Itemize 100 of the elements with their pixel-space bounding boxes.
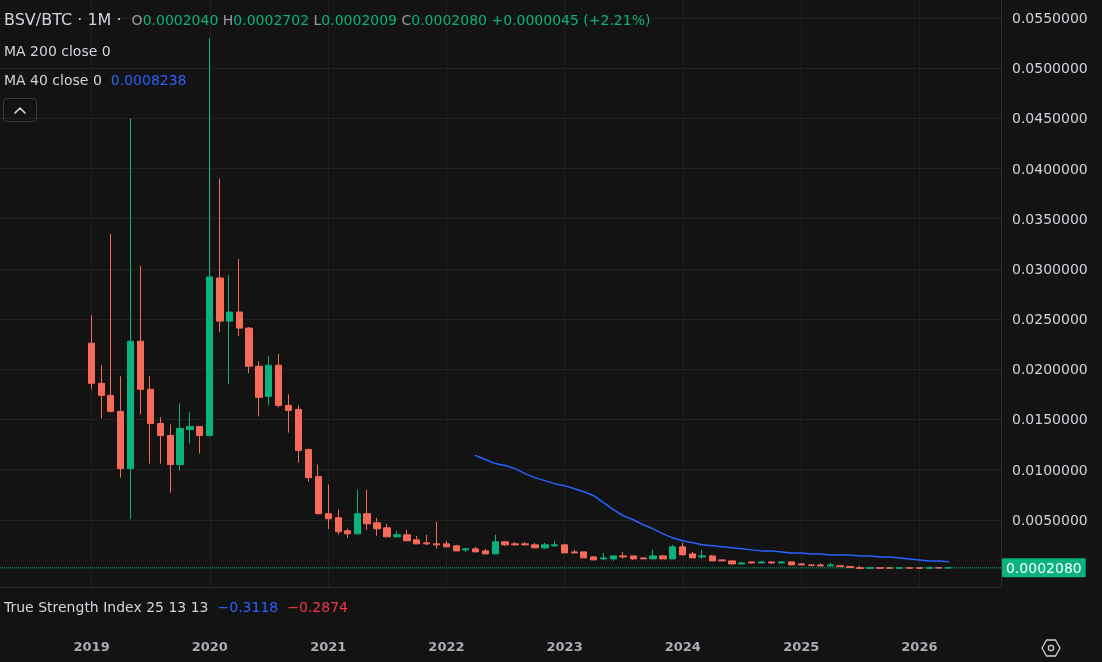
annotation: 0.0008238 <box>110 71 187 89</box>
candlestick <box>236 258 243 337</box>
candlestick <box>137 265 144 415</box>
candlestick <box>640 557 647 560</box>
candlestick <box>245 326 253 374</box>
candlestick <box>216 178 224 333</box>
candlestick <box>472 546 479 553</box>
candlestick <box>363 489 371 531</box>
candlestick <box>305 448 312 483</box>
candlestick <box>462 547 469 553</box>
candlestick <box>669 544 676 560</box>
candlestick <box>571 549 578 554</box>
candlestick <box>176 402 184 472</box>
candlestick <box>689 551 696 559</box>
text: −0.2874 <box>287 598 348 616</box>
candlestick <box>619 551 627 560</box>
annotation: MA 40 close 0 <box>4 71 102 89</box>
candlestick <box>788 561 795 566</box>
candlestick <box>482 548 489 555</box>
candlestick <box>492 534 499 555</box>
x-tick-label: 2021 <box>310 639 347 654</box>
candlestick <box>798 562 805 566</box>
candlestick <box>186 411 194 445</box>
candlestick <box>393 530 401 539</box>
candlestick <box>403 529 411 542</box>
candlestick <box>453 544 460 552</box>
candlestick <box>196 425 203 455</box>
candlestick <box>551 540 558 548</box>
candlestick <box>768 561 775 565</box>
candlestick <box>817 562 824 567</box>
x-tick-label: 2023 <box>546 639 583 654</box>
x-tick-label: 2020 <box>191 639 228 654</box>
candlestick <box>127 117 134 520</box>
candlestick <box>511 541 519 547</box>
candlestick <box>659 554 667 560</box>
candlestick <box>157 416 164 465</box>
candlestick <box>718 559 726 562</box>
candlestick <box>226 274 233 385</box>
x-tick-label: 2025 <box>783 639 820 654</box>
candlestick <box>758 560 765 564</box>
candlestick <box>728 560 736 565</box>
candlestick <box>590 555 597 561</box>
ref-line-label: 0.0002080 <box>1006 559 1082 576</box>
candlestick <box>649 549 657 560</box>
candlestick <box>413 535 420 545</box>
candlestick <box>709 554 716 562</box>
y-tick-label: 0.0050000 <box>1012 511 1088 528</box>
y-tick-label: 0.0400000 <box>1012 160 1088 177</box>
candlestick <box>315 464 322 515</box>
candlestick <box>846 565 854 568</box>
candlestick <box>295 404 302 464</box>
annotation: O0.0002040 H0.0002702 L0.0002009 C0.0002080 +0.0000045 (+2.21%) <box>131 12 651 28</box>
x-tick-label: 2026 <box>901 639 938 654</box>
candlestick <box>383 523 391 538</box>
candlestick <box>344 528 351 539</box>
y-tick-label: 0.0100000 <box>1012 461 1088 478</box>
candlestick <box>541 542 549 550</box>
text: True Strength Index 25 13 13 <box>4 598 209 616</box>
candlestick <box>335 509 342 536</box>
candlestick <box>698 549 706 560</box>
candlestick <box>325 484 332 530</box>
text: −0.3118 <box>217 598 279 616</box>
candlestick <box>610 555 617 562</box>
candlestick <box>88 314 95 390</box>
candlestick <box>531 542 539 549</box>
candlestick <box>147 375 154 465</box>
candlestick <box>285 393 292 433</box>
text: BSV/BTC · 1M · <box>4 10 122 30</box>
candlestick <box>167 423 174 494</box>
candlestick <box>275 353 282 408</box>
candlestick <box>738 561 745 565</box>
candlestick <box>778 561 785 564</box>
candlestick <box>373 517 381 537</box>
candlestick <box>580 551 587 559</box>
candlestick <box>630 555 637 561</box>
y-tick-label: 0.0150000 <box>1012 411 1088 428</box>
candlestick <box>808 564 815 567</box>
annotation: MA 200 close 0 <box>4 42 112 60</box>
candlestick <box>443 540 450 548</box>
x-tick-label: 2022 <box>428 639 465 654</box>
line-series <box>474 454 950 563</box>
candlestick <box>561 543 568 554</box>
candlestick <box>354 489 361 535</box>
y-tick-label: 0.0450000 <box>1012 110 1088 127</box>
candlestick <box>117 375 124 479</box>
y-tick-label: 0.0350000 <box>1012 210 1088 227</box>
y-tick-label: 0.0300000 <box>1012 260 1088 277</box>
candlestick <box>679 542 686 556</box>
candlestick <box>255 360 263 417</box>
candlestick <box>107 233 114 413</box>
candlestick <box>501 540 509 547</box>
y-tick-label: 0.0250000 <box>1012 311 1088 328</box>
x-tick-label: 2024 <box>664 639 701 654</box>
candlestick <box>423 534 430 546</box>
candlestick <box>433 521 440 550</box>
candlestick <box>265 355 272 406</box>
candlestick <box>748 561 755 565</box>
candlestick <box>886 566 893 569</box>
x-tick-label: 2019 <box>73 639 110 654</box>
y-tick-label: 0.0200000 <box>1012 361 1088 378</box>
